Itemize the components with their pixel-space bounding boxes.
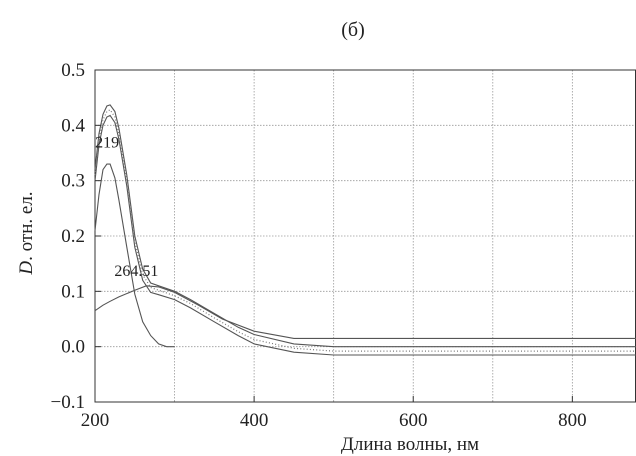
x-tick-label: 400: [240, 410, 269, 431]
series-line-2: [94, 285, 636, 339]
annotations: 219 264.51: [95, 134, 158, 279]
series-line-1: [94, 163, 175, 348]
y-axis-title-unit: . отн. ел.: [16, 191, 37, 260]
x-axis: 200 400 600 800: [81, 396, 587, 431]
x-axis-title: Длина волны, нм: [341, 434, 479, 455]
y-axis-title: D. отн. ел.: [16, 191, 37, 275]
panel-label: (б): [341, 19, 365, 41]
peak-annotation: 264.51: [114, 263, 158, 280]
y-tick-label: 0.4: [61, 115, 85, 136]
x-tick-label: 200: [81, 410, 110, 431]
series-line-4: [94, 114, 636, 356]
y-axis: −0.1 0.0 0.1 0.2 0.3 0.4 0.5: [51, 60, 101, 413]
x-tick-label: 600: [399, 410, 428, 431]
y-tick-label: −0.1: [51, 392, 85, 413]
y-tick-label: 0.1: [61, 281, 85, 302]
series-line-3: [94, 104, 636, 348]
series-group: [94, 104, 636, 356]
peak-annotation: 219: [95, 134, 119, 151]
x-tick-label: 800: [558, 410, 587, 431]
y-tick-label: 0.0: [61, 337, 85, 358]
y-tick-label: 0.3: [61, 171, 85, 192]
y-axis-title-symbol: D: [16, 261, 37, 276]
grid: [95, 70, 636, 402]
y-tick-label: 0.5: [61, 60, 85, 81]
series-line-5: [94, 109, 636, 352]
y-tick-label: 0.2: [61, 226, 85, 247]
